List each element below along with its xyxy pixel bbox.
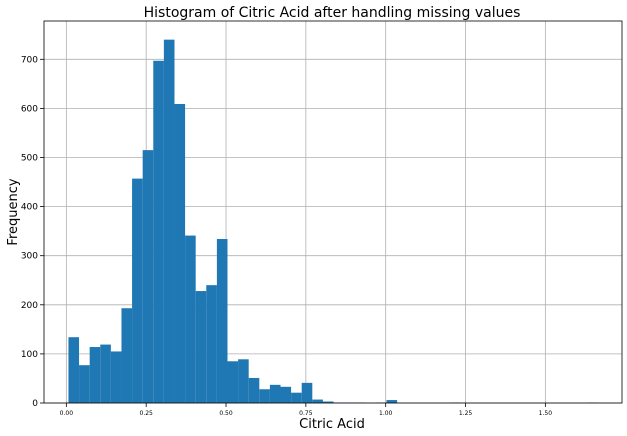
- histogram-bar: [386, 400, 398, 403]
- y-tick-label: 700: [21, 55, 38, 65]
- histogram-bar: [206, 285, 217, 403]
- histogram-bar: [291, 392, 302, 403]
- x-tick-label: 0.25: [140, 410, 154, 417]
- histogram-bar: [121, 308, 133, 403]
- histogram-bar: [195, 291, 207, 403]
- histogram-bar: [79, 365, 90, 403]
- x-tick-label: 1.00: [379, 410, 393, 417]
- y-tick-label: 0: [32, 399, 38, 409]
- y-tick-label: 200: [21, 301, 38, 311]
- histogram-bar: [132, 178, 143, 403]
- histogram-bar: [259, 389, 270, 403]
- x-tick-label: 0.75: [299, 410, 313, 417]
- histogram-bar: [301, 382, 313, 403]
- ticks-layer: 0 100 200 300 400 500 600 700 0.00 0.25 0.50 0.75 1.…: [21, 55, 552, 417]
- y-tick-label: 600: [21, 104, 38, 114]
- histogram-bar: [163, 39, 175, 404]
- histogram-bar: [142, 150, 154, 403]
- histogram-bar: [322, 401, 334, 403]
- histogram-bar: [248, 377, 260, 403]
- x-tick-label: 0.00: [60, 410, 74, 417]
- histogram-bar: [153, 60, 164, 403]
- bars-layer: [68, 39, 599, 404]
- x-tick-label: 1.50: [539, 410, 553, 417]
- histogram-bar: [227, 361, 239, 403]
- y-tick-label: 400: [21, 203, 38, 213]
- y-tick-label: 100: [21, 350, 38, 360]
- x-tick-label: 0.50: [219, 410, 233, 417]
- histogram-bar: [216, 239, 228, 403]
- x-axis-label: Citric Acid: [299, 417, 365, 432]
- y-tick-label: 500: [21, 153, 38, 163]
- chart-title: Histogram of Citric Acid after handling …: [144, 5, 521, 21]
- y-tick-label: 300: [21, 252, 38, 262]
- histogram-bar: [89, 347, 101, 403]
- histogram-bar: [269, 384, 281, 403]
- histogram-bar: [280, 386, 292, 403]
- histogram-bar: [238, 359, 249, 403]
- histogram-bar: [185, 235, 196, 403]
- plot-frame: [43, 20, 623, 404]
- y-axis-label: Frequency: [6, 178, 21, 245]
- grid-layer: [44, 21, 622, 404]
- histogram-bar: [110, 351, 122, 403]
- histogram-bar: [174, 103, 186, 403]
- histogram-bar: [68, 337, 80, 403]
- x-tick-label: 1.25: [459, 410, 473, 417]
- histogram-bar: [312, 399, 323, 403]
- histogram-bar: [100, 344, 111, 403]
